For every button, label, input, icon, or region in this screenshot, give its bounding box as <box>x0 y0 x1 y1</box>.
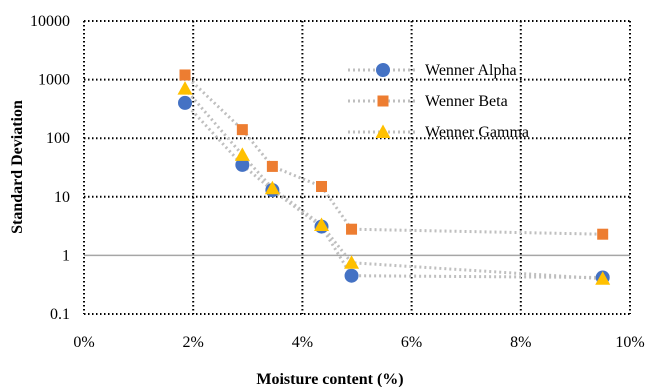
x-axis-title: Moisture content (%) <box>256 371 403 387</box>
data-point <box>264 180 280 195</box>
data-point <box>177 81 193 95</box>
y-tick-label: 0.1 <box>50 306 70 323</box>
data-point <box>314 217 330 232</box>
legend-marker <box>376 63 390 77</box>
x-tick-label: 0% <box>73 334 94 351</box>
series-markers <box>177 69 611 285</box>
data-point <box>234 147 250 161</box>
data-point <box>178 95 193 110</box>
y-tick-labels: 0.1 1 10 100 1000 10000 <box>30 13 70 323</box>
data-point <box>595 271 611 285</box>
series-line <box>183 87 603 281</box>
data-point <box>344 268 359 283</box>
legend-label: Wenner Gamma <box>425 124 529 141</box>
y-tick-label: 1 <box>62 247 70 264</box>
legend-label: Wenner Beta <box>425 93 508 110</box>
y-tick-label: 1000 <box>38 72 70 89</box>
series-line <box>183 73 603 236</box>
legend-marker <box>375 124 391 138</box>
y-tick-label: 10000 <box>30 13 70 30</box>
y-tick-label: 100 <box>46 130 70 147</box>
data-point <box>597 228 609 240</box>
series-line <box>183 101 603 279</box>
data-point <box>316 180 328 192</box>
data-point <box>179 69 191 81</box>
data-point <box>235 157 250 172</box>
y-axis-title: Standard Deviation <box>9 100 26 234</box>
legend-label: Wenner Alpha <box>425 62 517 79</box>
data-point <box>236 124 248 136</box>
data-point <box>266 160 278 172</box>
grid <box>83 20 631 315</box>
x-tick-label: 4% <box>292 334 313 351</box>
data-point <box>346 223 358 235</box>
y-tick-label: 10 <box>54 189 70 206</box>
data-point <box>344 255 360 269</box>
legend-marker <box>377 95 389 107</box>
x-tick-label: 8% <box>510 334 531 351</box>
legend: Wenner Alpha Wenner Beta Wenner Gamma <box>348 62 529 141</box>
x-tick-label: 2% <box>183 334 204 351</box>
x-tick-label: 6% <box>401 334 422 351</box>
x-tick-label: 10% <box>615 334 644 351</box>
series-lines <box>183 73 603 281</box>
x-tick-labels: 0% 2% 4% 6% 8% 10% <box>73 334 644 351</box>
